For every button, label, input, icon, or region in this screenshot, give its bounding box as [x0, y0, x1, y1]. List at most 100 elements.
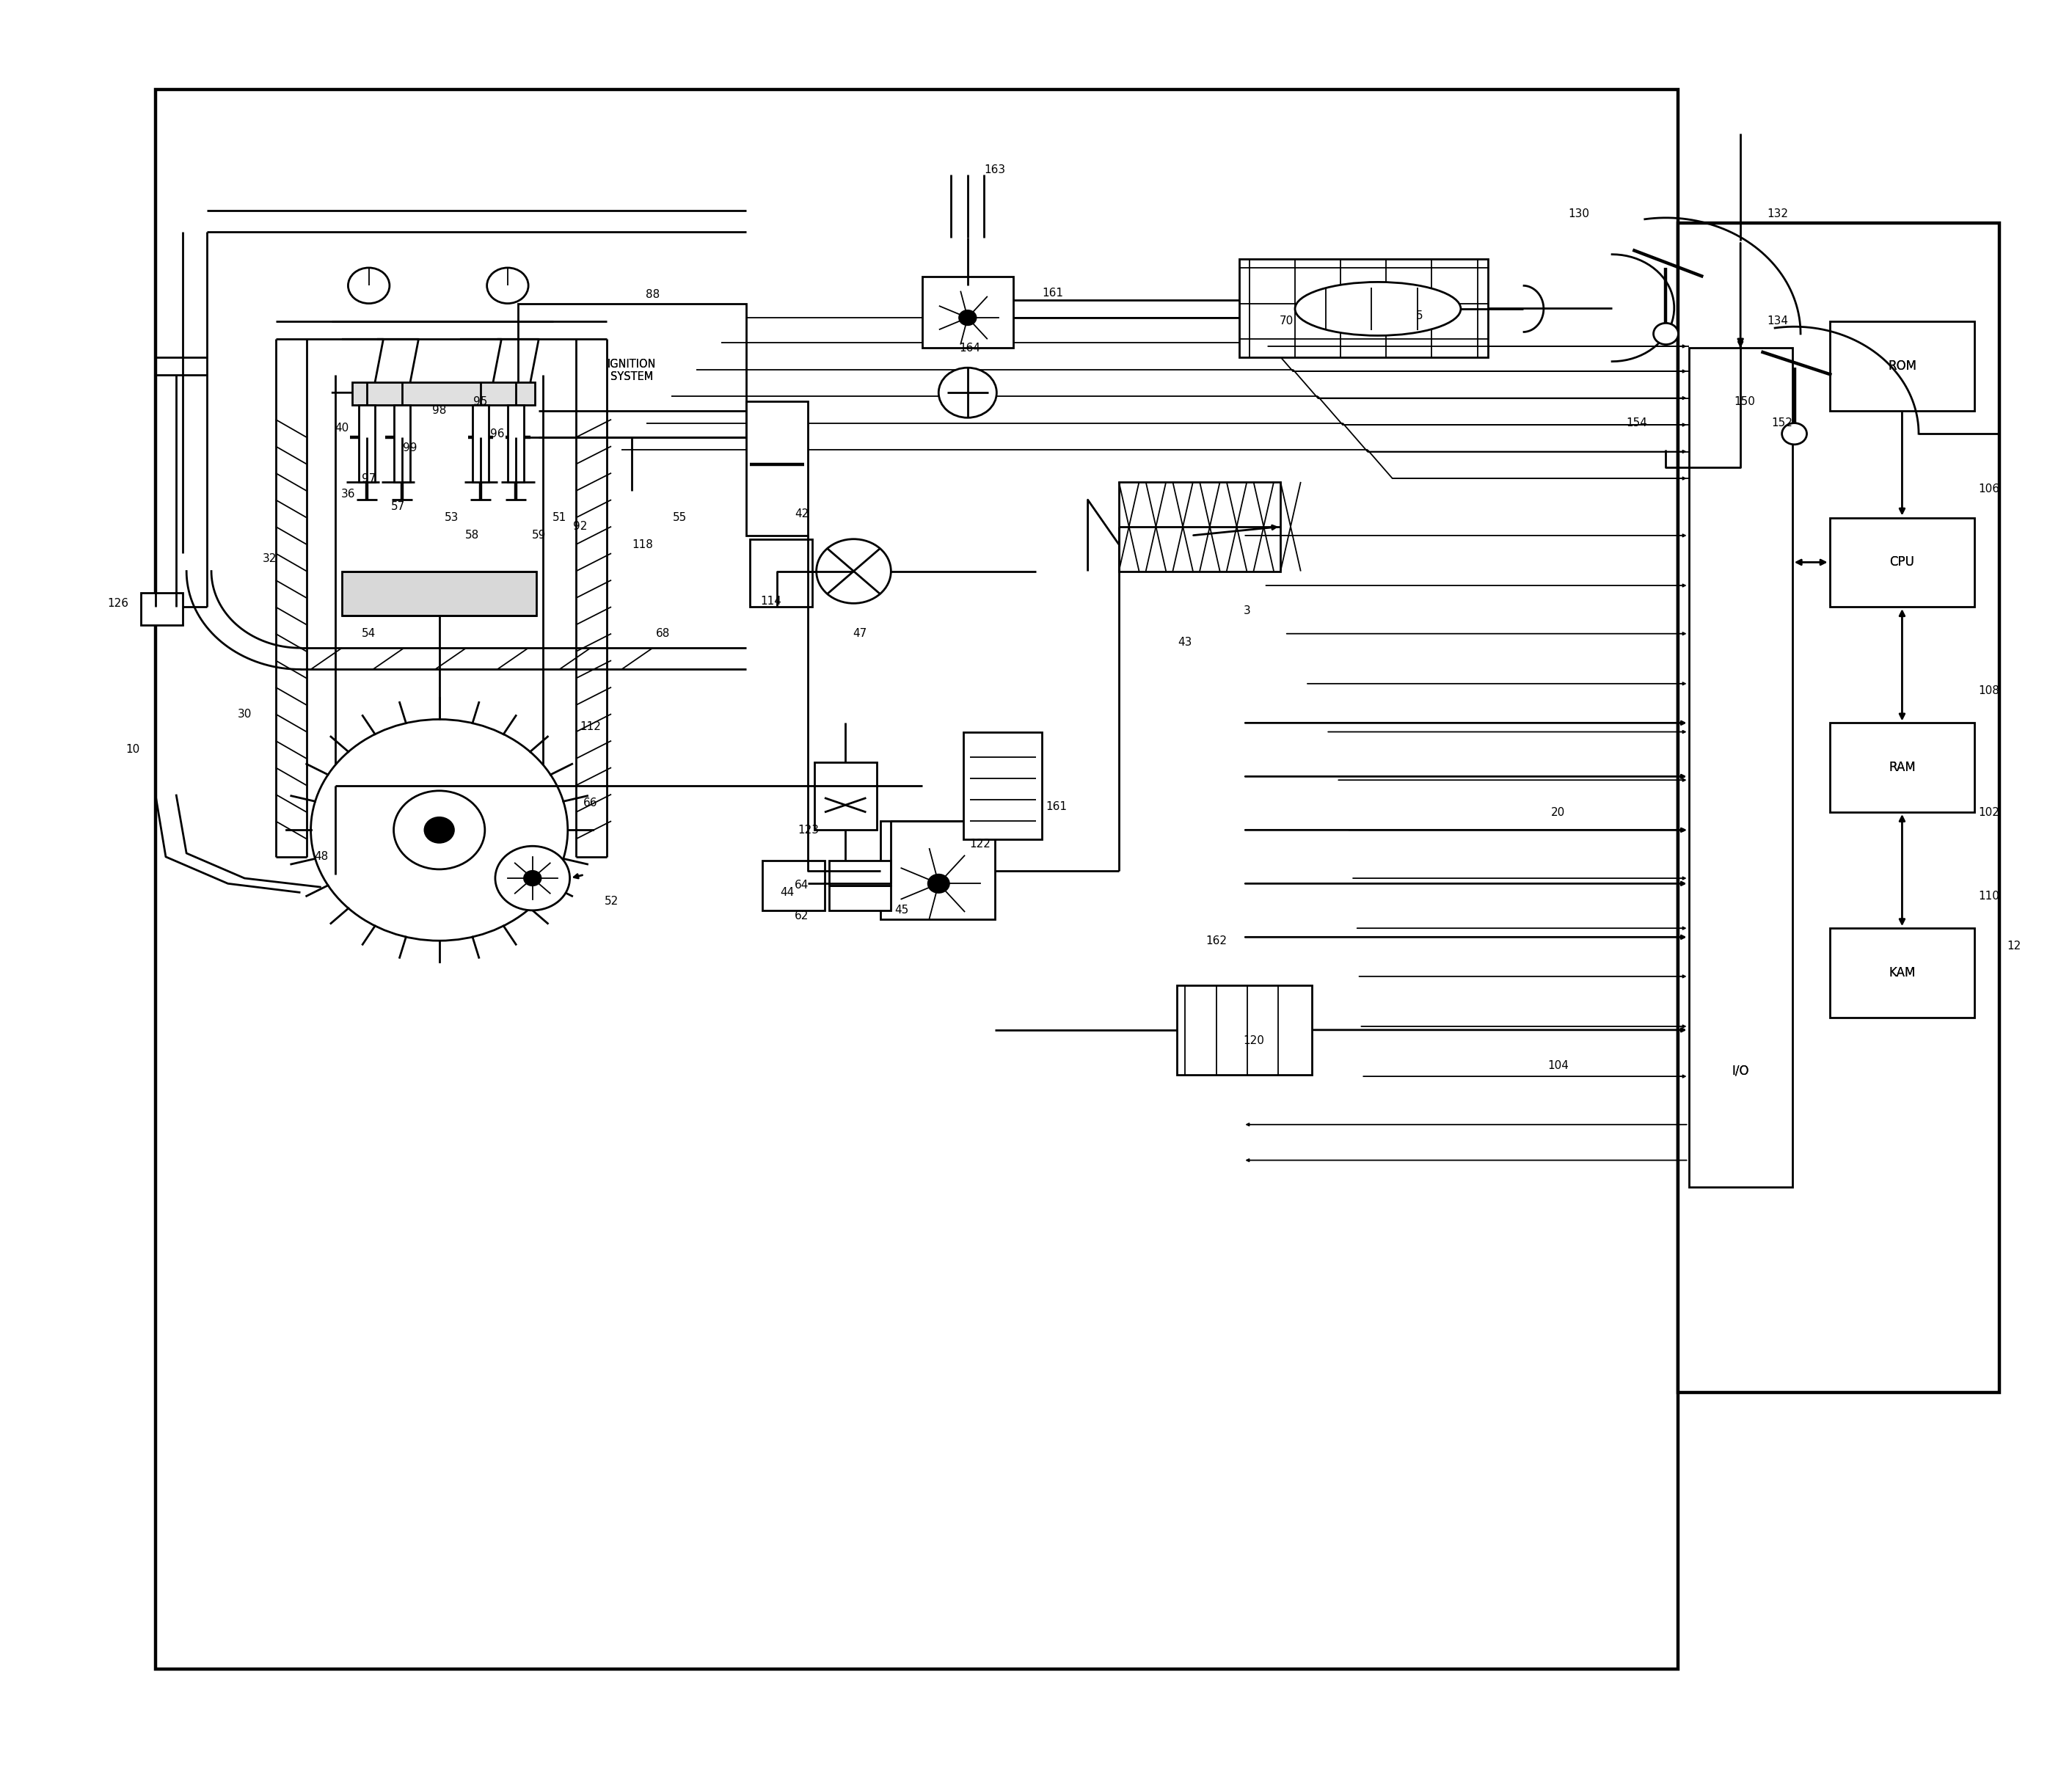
Bar — [342, 571, 537, 616]
Text: 110: 110 — [1979, 891, 1999, 901]
Text: 3: 3 — [1243, 605, 1251, 616]
Text: KAM: KAM — [1890, 966, 1915, 980]
Text: IGNITION
SYSTEM: IGNITION SYSTEM — [607, 359, 657, 382]
Text: 54: 54 — [363, 628, 375, 639]
Text: I/O: I/O — [1732, 1064, 1749, 1078]
Text: 126: 126 — [108, 598, 128, 609]
Text: 98: 98 — [433, 405, 445, 416]
Text: 97: 97 — [363, 473, 375, 484]
Text: 12: 12 — [2008, 941, 2020, 951]
Text: 152: 152 — [1772, 418, 1792, 428]
Text: 30: 30 — [238, 709, 251, 719]
Text: CPU: CPU — [1890, 555, 1915, 569]
Bar — [1689, 348, 1792, 1187]
Text: 114: 114 — [760, 596, 781, 607]
Bar — [829, 885, 891, 910]
Text: 53: 53 — [445, 512, 458, 523]
Text: 102: 102 — [1979, 807, 1999, 818]
Text: 52: 52 — [605, 896, 617, 907]
Bar — [750, 539, 812, 607]
Text: 44: 44 — [781, 887, 794, 898]
Text: 95: 95 — [474, 396, 487, 407]
Text: 104: 104 — [1548, 1060, 1569, 1071]
Text: 161: 161 — [1042, 287, 1063, 298]
Bar — [472, 405, 489, 482]
Circle shape — [816, 539, 891, 603]
Bar — [1119, 482, 1280, 571]
Circle shape — [487, 268, 528, 303]
Bar — [352, 382, 535, 405]
Text: 120: 120 — [1243, 1035, 1264, 1046]
Circle shape — [959, 311, 976, 325]
Bar — [922, 277, 1013, 348]
Text: 10: 10 — [126, 744, 139, 755]
Text: 92: 92 — [574, 521, 586, 532]
Text: 43: 43 — [1179, 637, 1191, 648]
Bar — [1830, 723, 1975, 812]
Text: 58: 58 — [466, 530, 479, 541]
Text: 134: 134 — [1767, 316, 1788, 327]
Bar — [1830, 321, 1975, 411]
Bar — [508, 405, 524, 482]
Text: 88: 88 — [646, 289, 659, 300]
Bar — [1830, 928, 1975, 1017]
Bar — [746, 402, 808, 536]
Text: 112: 112 — [580, 721, 601, 732]
Text: 123: 123 — [798, 825, 818, 835]
Text: 108: 108 — [1979, 685, 1999, 696]
Text: IGNITION
SYSTEM: IGNITION SYSTEM — [607, 359, 657, 382]
Text: ROM: ROM — [1888, 359, 1917, 373]
Text: 57: 57 — [392, 502, 404, 512]
Text: 42: 42 — [796, 509, 808, 519]
Text: 5: 5 — [1415, 311, 1423, 321]
Bar — [518, 303, 746, 437]
Text: 106: 106 — [1979, 484, 1999, 494]
Text: 66: 66 — [584, 798, 597, 809]
Text: 122: 122 — [970, 839, 990, 850]
Circle shape — [425, 818, 454, 843]
Bar — [814, 762, 876, 830]
Bar — [1678, 223, 1999, 1392]
Text: 40: 40 — [336, 423, 348, 434]
Bar — [829, 860, 891, 885]
Text: 32: 32 — [263, 553, 276, 564]
Bar — [1830, 518, 1975, 607]
Text: 161: 161 — [1046, 801, 1067, 812]
Bar — [762, 860, 825, 910]
Text: 36: 36 — [342, 489, 354, 500]
Bar — [1239, 259, 1488, 357]
Text: 154: 154 — [1627, 418, 1647, 428]
Text: 64: 64 — [796, 880, 808, 891]
Text: 51: 51 — [553, 512, 566, 523]
Text: I/O: I/O — [1732, 1064, 1749, 1078]
Bar — [1177, 985, 1312, 1075]
Text: 70: 70 — [1280, 316, 1293, 327]
Circle shape — [495, 846, 570, 910]
Circle shape — [348, 268, 390, 303]
Bar — [358, 405, 375, 482]
Text: 47: 47 — [854, 628, 866, 639]
Circle shape — [1653, 323, 1678, 345]
Text: 59: 59 — [533, 530, 545, 541]
Circle shape — [394, 791, 485, 869]
Bar — [394, 405, 410, 482]
Text: 48: 48 — [315, 851, 327, 862]
Text: 96: 96 — [491, 428, 503, 439]
Text: 132: 132 — [1767, 209, 1788, 220]
Circle shape — [1782, 423, 1807, 444]
Text: 130: 130 — [1569, 209, 1589, 220]
Text: 163: 163 — [984, 164, 1005, 175]
Text: 45: 45 — [895, 905, 908, 916]
Text: CPU: CPU — [1890, 555, 1915, 569]
Bar — [155, 89, 1678, 1669]
Text: 118: 118 — [632, 539, 653, 550]
Text: KAM: KAM — [1890, 966, 1915, 980]
Bar — [881, 821, 995, 919]
Ellipse shape — [1295, 282, 1461, 336]
Circle shape — [524, 871, 541, 885]
Text: 62: 62 — [796, 910, 808, 921]
Text: 162: 162 — [1206, 935, 1227, 946]
Text: RAM: RAM — [1888, 760, 1917, 775]
Text: 20: 20 — [1552, 807, 1564, 818]
Bar — [963, 732, 1042, 839]
